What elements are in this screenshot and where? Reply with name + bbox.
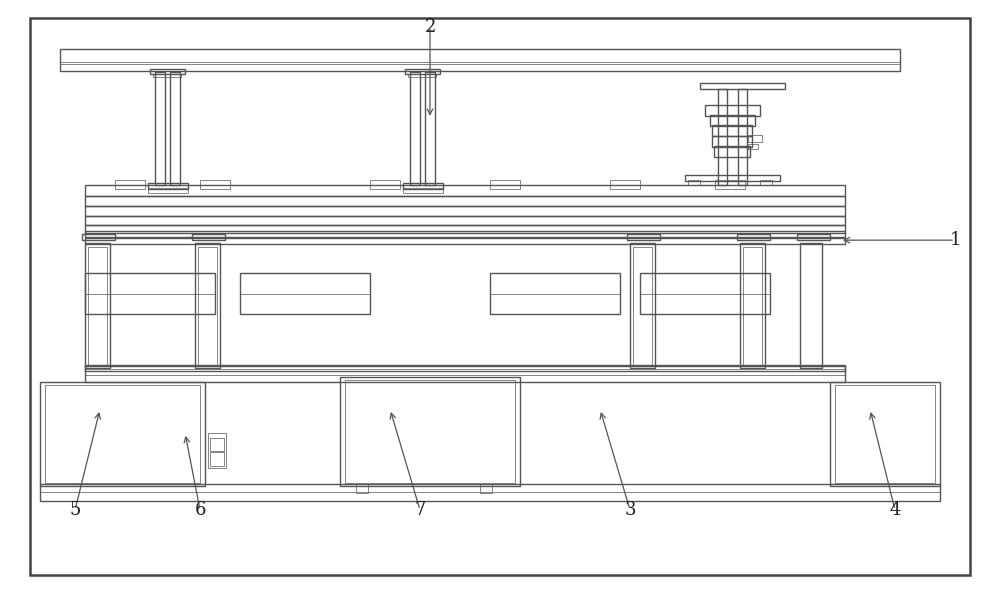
Bar	[210, 452, 224, 466]
Bar	[830, 382, 940, 486]
Text: 7: 7	[414, 501, 426, 519]
Text: 2: 2	[424, 18, 436, 36]
Bar	[85, 366, 845, 382]
Bar	[737, 234, 770, 240]
Bar	[797, 234, 830, 240]
Bar	[640, 273, 770, 314]
Bar	[153, 74, 181, 77]
Bar	[85, 273, 215, 314]
Bar	[714, 146, 750, 157]
Bar	[192, 234, 225, 240]
Bar	[170, 72, 180, 185]
Bar	[480, 484, 492, 493]
Bar	[425, 72, 435, 185]
Text: 6: 6	[194, 501, 206, 519]
Bar	[85, 216, 845, 225]
Bar	[148, 183, 188, 189]
Text: 4: 4	[889, 501, 901, 519]
Bar	[85, 231, 845, 237]
Bar	[835, 385, 935, 483]
Bar	[85, 365, 845, 371]
Bar	[710, 115, 755, 126]
Bar	[633, 247, 652, 366]
Bar	[340, 377, 520, 486]
Bar	[85, 225, 845, 233]
Bar	[85, 369, 845, 375]
Bar	[405, 69, 440, 74]
Bar	[240, 273, 370, 314]
Text: 1: 1	[949, 231, 961, 249]
Bar	[627, 234, 660, 240]
Bar	[345, 380, 515, 483]
Bar	[356, 484, 368, 493]
Bar	[712, 136, 752, 147]
Bar	[85, 206, 845, 216]
Bar	[85, 185, 845, 196]
Bar	[40, 382, 205, 486]
Bar	[490, 273, 620, 314]
Bar	[155, 72, 165, 185]
Bar	[610, 180, 640, 189]
Bar	[85, 238, 845, 244]
Bar	[82, 234, 115, 240]
Bar	[800, 243, 822, 368]
Bar	[198, 247, 217, 366]
Bar	[150, 69, 185, 74]
Bar	[688, 180, 700, 185]
Bar	[200, 180, 230, 189]
Bar	[370, 180, 400, 189]
Bar	[760, 180, 772, 185]
Bar	[60, 49, 900, 71]
Bar	[85, 243, 110, 368]
Text: 5: 5	[69, 501, 81, 519]
Bar	[685, 175, 780, 181]
Bar	[743, 247, 762, 366]
Bar	[712, 125, 752, 136]
Bar	[410, 72, 420, 185]
Bar	[748, 144, 758, 149]
Bar	[403, 188, 443, 193]
Bar	[718, 89, 727, 185]
Bar	[115, 180, 145, 189]
Bar	[700, 83, 785, 89]
Bar	[208, 433, 226, 468]
Bar	[740, 243, 765, 368]
Bar	[88, 247, 107, 366]
Bar	[705, 105, 760, 116]
Bar	[715, 180, 745, 189]
Bar	[490, 180, 520, 189]
Bar	[45, 385, 200, 483]
Bar	[748, 135, 762, 142]
Bar	[630, 243, 655, 368]
Bar	[738, 89, 747, 185]
Bar	[40, 484, 940, 501]
Bar	[408, 74, 436, 77]
Text: 3: 3	[624, 501, 636, 519]
Bar	[403, 183, 443, 189]
Bar	[195, 243, 220, 368]
Bar	[85, 196, 845, 206]
Bar	[148, 188, 188, 193]
Bar	[210, 438, 224, 451]
